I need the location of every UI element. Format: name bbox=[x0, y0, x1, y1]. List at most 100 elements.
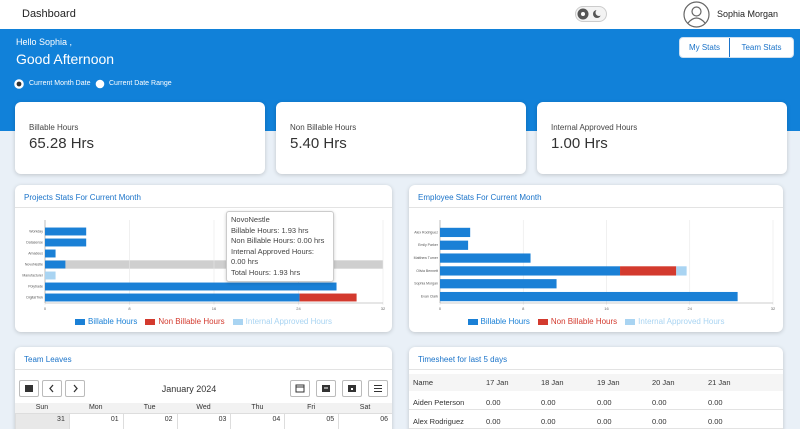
panel-title: Timesheet for last 5 days bbox=[418, 355, 508, 364]
bar-segment bbox=[45, 282, 337, 291]
day-number: 05 bbox=[326, 416, 335, 423]
projects-panel: Projects Stats For Current Month 0 8 16 24 3… bbox=[15, 185, 392, 332]
page-title: Dashboard bbox=[22, 8, 76, 20]
table-cell: 0.00 bbox=[541, 417, 556, 426]
y-tick-label: Polytrade bbox=[28, 284, 43, 288]
tooltip: NovoNestle Billable Hours: 1.93 hrs Non Bi… bbox=[226, 211, 334, 282]
tooltip-line: Total Hours: 1.93 hrs bbox=[231, 267, 301, 277]
day-number: 03 bbox=[218, 416, 227, 423]
radio-unchecked[interactable] bbox=[95, 79, 105, 89]
top-bar: Dashboard Sophia Morgan bbox=[0, 0, 800, 29]
radio-checked[interactable] bbox=[14, 79, 24, 89]
employee-panel: Employee Stats For Current Month 0 8 16 24 3… bbox=[409, 185, 783, 332]
table-cell: Aiden Peterson bbox=[413, 398, 465, 407]
bar-segment bbox=[45, 293, 300, 302]
view-button[interactable] bbox=[342, 380, 362, 397]
chart: 0 8 16 24 32 Workday Datasense Amadeus NovoNestl… bbox=[22, 220, 386, 311]
bar-segment bbox=[440, 227, 471, 238]
weekday: Thu bbox=[251, 404, 264, 411]
x-tick-label: 16 bbox=[212, 306, 217, 311]
bar-segment bbox=[440, 240, 469, 250]
bar-segment bbox=[676, 266, 687, 276]
bar-segment bbox=[45, 249, 56, 258]
legend-label: Billable Hours bbox=[88, 317, 138, 326]
x-tick-label: 16 bbox=[604, 306, 609, 311]
x-tick-label: 8 bbox=[522, 306, 525, 311]
toggle-button[interactable]: Team Stats bbox=[741, 43, 782, 52]
calendar-button[interactable] bbox=[19, 380, 39, 397]
y-tick-label: Amadeus bbox=[28, 251, 43, 255]
column-header: 21 Jan bbox=[708, 378, 731, 387]
y-tick-label: Alex Rodriguez bbox=[414, 230, 438, 234]
weekday: Wed bbox=[196, 404, 211, 411]
stats-toggle: My Stats Team Stats bbox=[679, 37, 794, 58]
tooltip-title: NovoNestle bbox=[231, 215, 270, 224]
day-number: 01 bbox=[110, 416, 119, 423]
legend: Billable Hours Non Billable Hours Internal… bbox=[15, 317, 392, 326]
weekday-header bbox=[15, 403, 392, 413]
legend-item[interactable]: Non Billable Hours bbox=[145, 317, 225, 326]
bar-segment bbox=[620, 266, 677, 276]
bar-segment bbox=[440, 291, 738, 302]
calendar-day[interactable]: 31 bbox=[15, 413, 69, 429]
user-name[interactable]: Sophia Morgan bbox=[717, 9, 779, 19]
calendar-day[interactable]: 02 bbox=[122, 413, 177, 429]
table-cell: 0.00 bbox=[597, 398, 612, 407]
legend-item[interactable]: Internal Approved Hours bbox=[232, 317, 332, 326]
calendar-day[interactable]: 01 bbox=[68, 413, 123, 429]
user-avatar[interactable] bbox=[683, 1, 710, 28]
card-label: Internal Approved Hours bbox=[551, 123, 638, 132]
radio-label[interactable]: Current Month Date bbox=[29, 80, 91, 87]
legend-item[interactable]: Internal Approved Hours bbox=[625, 317, 724, 326]
x-tick-label: 24 bbox=[296, 306, 301, 311]
legend-item[interactable]: Billable Hours bbox=[75, 317, 137, 326]
calendar-day[interactable]: 05 bbox=[284, 413, 339, 429]
view-button[interactable] bbox=[290, 380, 310, 397]
y-tick-label: Evan Clark bbox=[421, 295, 438, 299]
y-tick-label: Emily Parker bbox=[418, 243, 439, 247]
table-cell: 0.00 bbox=[486, 417, 501, 426]
y-tick-label: Workday bbox=[29, 229, 43, 233]
stat-card: Billable Hours 65.28 Hrs bbox=[15, 102, 265, 174]
tooltip-line: Internal Approved Hours: 0.00 hrs bbox=[231, 246, 314, 267]
legend-label: Billable Hours bbox=[480, 317, 530, 326]
bar-segment bbox=[45, 271, 56, 280]
panel-title: Team Leaves bbox=[24, 355, 72, 364]
view-button[interactable] bbox=[316, 380, 336, 397]
legend-swatch bbox=[145, 318, 156, 325]
y-tick-label: Sophia Morgan bbox=[414, 282, 438, 286]
calendar-day[interactable]: 06 bbox=[338, 413, 392, 429]
y-tick-label: DigitalTrek bbox=[26, 295, 43, 299]
bar-segment bbox=[45, 238, 87, 247]
calendar-day[interactable]: 04 bbox=[230, 413, 285, 429]
bar-segment bbox=[45, 227, 87, 236]
theme-toggle[interactable] bbox=[575, 6, 607, 22]
list-button[interactable] bbox=[368, 380, 388, 397]
bar-segment bbox=[299, 293, 357, 302]
table-cell: Alex Rodriguez bbox=[413, 417, 464, 426]
legend-label: Non Billable Hours bbox=[550, 317, 618, 326]
day-number: 31 bbox=[57, 416, 65, 423]
tooltip-line: Non Billable Hours: 0.00 hrs bbox=[231, 236, 325, 245]
stat-card: Internal Approved Hours 1.00 Hrs bbox=[537, 102, 787, 174]
column-header: Name bbox=[413, 378, 434, 387]
table-header bbox=[409, 374, 783, 391]
legend-item[interactable]: Billable Hours bbox=[467, 317, 530, 326]
panel-title: Employee Stats For Current Month bbox=[418, 193, 542, 202]
legend-swatch bbox=[467, 318, 478, 325]
x-tick-label: 32 bbox=[771, 306, 776, 311]
panel-title: Projects Stats For Current Month bbox=[24, 193, 141, 202]
calendar-day[interactable]: 03 bbox=[176, 413, 231, 429]
legend-swatch bbox=[537, 318, 548, 325]
card-value: 1.00 Hrs bbox=[551, 135, 608, 152]
prev-button[interactable] bbox=[42, 380, 62, 397]
next-button[interactable] bbox=[65, 380, 85, 397]
legend-swatch bbox=[232, 318, 243, 325]
legend-item[interactable]: Non Billable Hours bbox=[537, 317, 618, 326]
toggle-button[interactable]: My Stats bbox=[680, 38, 730, 57]
x-tick-label: 0 bbox=[44, 306, 47, 311]
x-tick-label: 8 bbox=[128, 306, 131, 311]
legend-swatch bbox=[75, 318, 86, 325]
radio-label[interactable]: Current Date Range bbox=[109, 80, 172, 87]
x-tick-label: 32 bbox=[381, 306, 386, 311]
